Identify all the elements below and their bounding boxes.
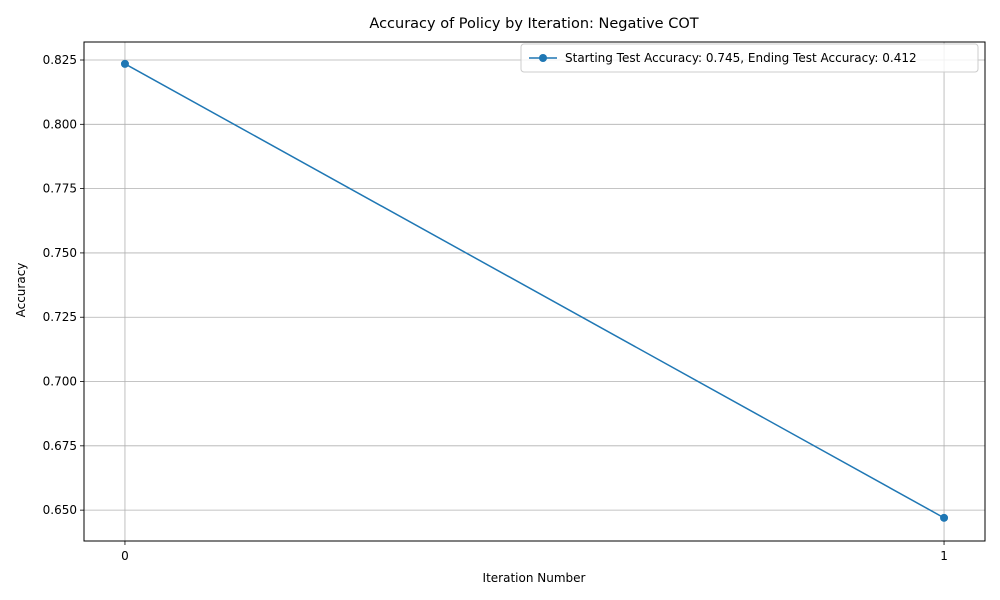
y-tick-label: 0.675 bbox=[43, 439, 77, 453]
x-tick-label: 1 bbox=[940, 549, 948, 563]
y-tick-label: 0.650 bbox=[43, 503, 77, 517]
series-layer bbox=[120, 59, 949, 522]
series-line bbox=[124, 63, 945, 519]
y-tick-label: 0.725 bbox=[43, 310, 77, 324]
legend: Starting Test Accuracy: 0.745, Ending Te… bbox=[520, 43, 979, 73]
legend-entry-label: Starting Test Accuracy: 0.745, Ending Te… bbox=[565, 51, 917, 65]
y-axis-ticks: 0.650 0.675 0.700 0.725 0.750 0.775 0.800 0.825 bbox=[43, 53, 84, 517]
chart-title: Accuracy of Policy by Iteration: Negativ… bbox=[369, 16, 698, 32]
x-tick-label: 0 bbox=[121, 549, 129, 563]
y-tick-label: 0.775 bbox=[43, 182, 77, 196]
y-tick-label: 0.800 bbox=[43, 117, 77, 131]
legend-box bbox=[520, 43, 979, 73]
x-axis-label: Iteration Number bbox=[483, 571, 586, 585]
y-axis-label: Accuracy bbox=[14, 263, 28, 318]
y-tick-label: 0.825 bbox=[43, 53, 77, 67]
legend-marker-swatch bbox=[539, 54, 547, 62]
y-tick-label: 0.700 bbox=[43, 375, 77, 389]
plot-area-frame bbox=[83, 41, 986, 542]
data-point bbox=[120, 59, 129, 68]
data-point bbox=[940, 513, 949, 522]
y-tick-label: 0.750 bbox=[43, 246, 77, 260]
